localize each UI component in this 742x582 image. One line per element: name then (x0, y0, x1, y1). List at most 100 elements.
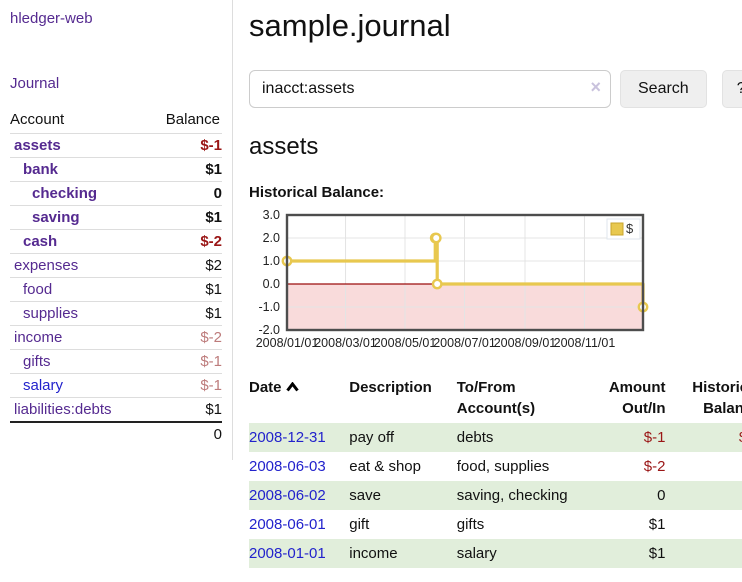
account-balance: $-2 (146, 325, 222, 350)
svg-text:2008/07/01: 2008/07/01 (433, 336, 496, 350)
sidebar-account-link[interactable]: saving (32, 209, 80, 226)
account-row: saving $1 (10, 205, 222, 230)
accounts-table: Account Balance assets $-1 bank $1 checking 0… (10, 108, 222, 446)
account-page-title: assets (249, 133, 319, 160)
register-amount: $-1 (643, 429, 666, 446)
register-date-cell: 2008-01-01 (249, 539, 349, 568)
account-balance: $2 (146, 253, 222, 278)
register-description: income (349, 545, 398, 562)
register-description: gift (349, 516, 370, 533)
register-balance: $2 (665, 481, 742, 510)
account-row: expenses $2 (10, 253, 222, 278)
register-header-date-label: Date (249, 379, 282, 396)
sidebar-account-link[interactable]: expenses (14, 257, 79, 274)
accounts-total-row: 0 (10, 421, 222, 446)
account-row: liabilities:debts $1 (10, 397, 222, 422)
sort-ascending-icon (285, 377, 299, 398)
register-date-cell: 2008-06-01 (249, 510, 349, 539)
sidebar-account-link[interactable]: supplies (23, 305, 79, 322)
register-row: 2008-06-03 eat & shop food, supplies $-20 (249, 452, 742, 481)
svg-text:2008/03/01: 2008/03/01 (314, 336, 377, 350)
register-accounts: food, supplies (456, 458, 550, 475)
account-row: income $-2 (10, 325, 222, 350)
register-amount: $1 (648, 516, 666, 533)
register-amount: $-2 (643, 458, 666, 475)
app-brand-link[interactable]: hledger-web (10, 10, 93, 27)
register-balance: $2 (665, 510, 742, 539)
nav-journal: Journal (10, 75, 222, 92)
sidebar-account-link[interactable]: salary (23, 377, 64, 394)
register-balance: $1 (665, 539, 742, 568)
account-balance: $1 (146, 205, 222, 230)
main-content: sample.journal × Search ? assets Histori… (233, 0, 742, 582)
register-date-link[interactable]: 2008-06-02 (249, 487, 326, 504)
page-title: sample.journal (249, 8, 451, 43)
register-row: 2008-06-02 save saving, checking 0$2 (249, 481, 742, 510)
svg-text:0.0: 0.0 (263, 277, 280, 291)
account-balance: $1 (146, 157, 222, 182)
svg-text:2008/05/01: 2008/05/01 (374, 336, 437, 350)
svg-text:2008/11/01: 2008/11/01 (554, 336, 616, 350)
svg-text:2008/01/01: 2008/01/01 (256, 336, 319, 350)
account-row: assets $-1 (10, 133, 222, 158)
register-row: 2008-01-01 income salary $1$1 (249, 539, 742, 568)
register-header-date[interactable]: Date (249, 375, 349, 423)
svg-text:3.0: 3.0 (263, 209, 280, 222)
search-input[interactable] (249, 70, 611, 108)
sidebar-account-link[interactable]: income (14, 329, 63, 346)
register-date-cell: 2008-06-02 (249, 481, 349, 510)
sidebar-account-link[interactable]: assets (14, 137, 61, 154)
register-accounts: gifts (456, 516, 485, 533)
register-description: pay off (349, 429, 395, 446)
account-balance: 0 (146, 181, 222, 206)
accounts-header-account: Account (10, 111, 65, 128)
register-date-link[interactable]: 2008-01-01 (249, 545, 326, 562)
sidebar-account-link[interactable]: bank (23, 161, 59, 178)
register-date-link[interactable]: 2008-06-01 (249, 516, 326, 533)
clear-search-icon[interactable]: × (590, 77, 601, 97)
register-description: eat & shop (349, 458, 421, 475)
account-balance: $-2 (146, 229, 222, 254)
register-date-link[interactable]: 2008-06-03 (249, 458, 326, 475)
account-row: salary $-1 (10, 373, 222, 398)
sidebar-account-link[interactable]: gifts (23, 353, 51, 370)
sidebar-account-link[interactable]: cash (23, 233, 58, 250)
accounts-header-balance: Balance (165, 111, 220, 128)
search-row: × Search ? (249, 70, 742, 108)
account-row: food $1 (10, 277, 222, 302)
register-accounts: debts (456, 429, 494, 446)
register-header-amount: Amount Out/In (608, 379, 666, 417)
accounts-total-spacer (10, 421, 147, 446)
svg-text:1.0: 1.0 (263, 254, 280, 268)
account-row: gifts $-1 (10, 349, 222, 374)
account-balance: $-1 (146, 373, 222, 398)
sidebar-account-link[interactable]: checking (32, 185, 98, 202)
help-button[interactable]: ? (721, 70, 742, 108)
register-date-cell: 2008-12-31 (249, 423, 349, 452)
sidebar-account-link[interactable]: food (23, 281, 53, 298)
account-row: checking 0 (10, 181, 222, 206)
app-brand: hledger-web (10, 10, 222, 27)
svg-text:2008/09/01: 2008/09/01 (494, 336, 557, 350)
register-header-accounts: To/From Account(s) (456, 379, 536, 417)
account-row: supplies $1 (10, 301, 222, 326)
svg-text:2.0: 2.0 (263, 231, 280, 245)
search-button[interactable]: Search (620, 70, 707, 108)
account-balance: $1 (146, 277, 222, 302)
svg-text:$: $ (626, 221, 634, 236)
register-amount: $1 (648, 545, 666, 562)
register-balance: 0 (665, 452, 742, 481)
register-row: 2008-12-31 pay off debts $-1$-1 (249, 423, 742, 452)
search-box: × (249, 70, 611, 108)
register-description: save (349, 487, 381, 504)
historical-balance-chart: 3.0 2.0 1.0 0.0 -1.0 -2.0 2008/01/01 2008/03/01… (249, 208, 742, 361)
account-balance: $-1 (146, 133, 222, 158)
register-date-link[interactable]: 2008-12-31 (249, 429, 326, 446)
account-balance: $-1 (146, 349, 222, 374)
chart-heading: Historical Balance: (249, 184, 385, 201)
register-table: Date Description To/From Account(s) Amou… (249, 375, 742, 568)
sidebar-account-link[interactable]: liabilities:debts (14, 401, 112, 418)
register-amount: 0 (657, 487, 666, 504)
journal-link[interactable]: Journal (10, 75, 60, 92)
svg-text:-1.0: -1.0 (258, 300, 280, 314)
